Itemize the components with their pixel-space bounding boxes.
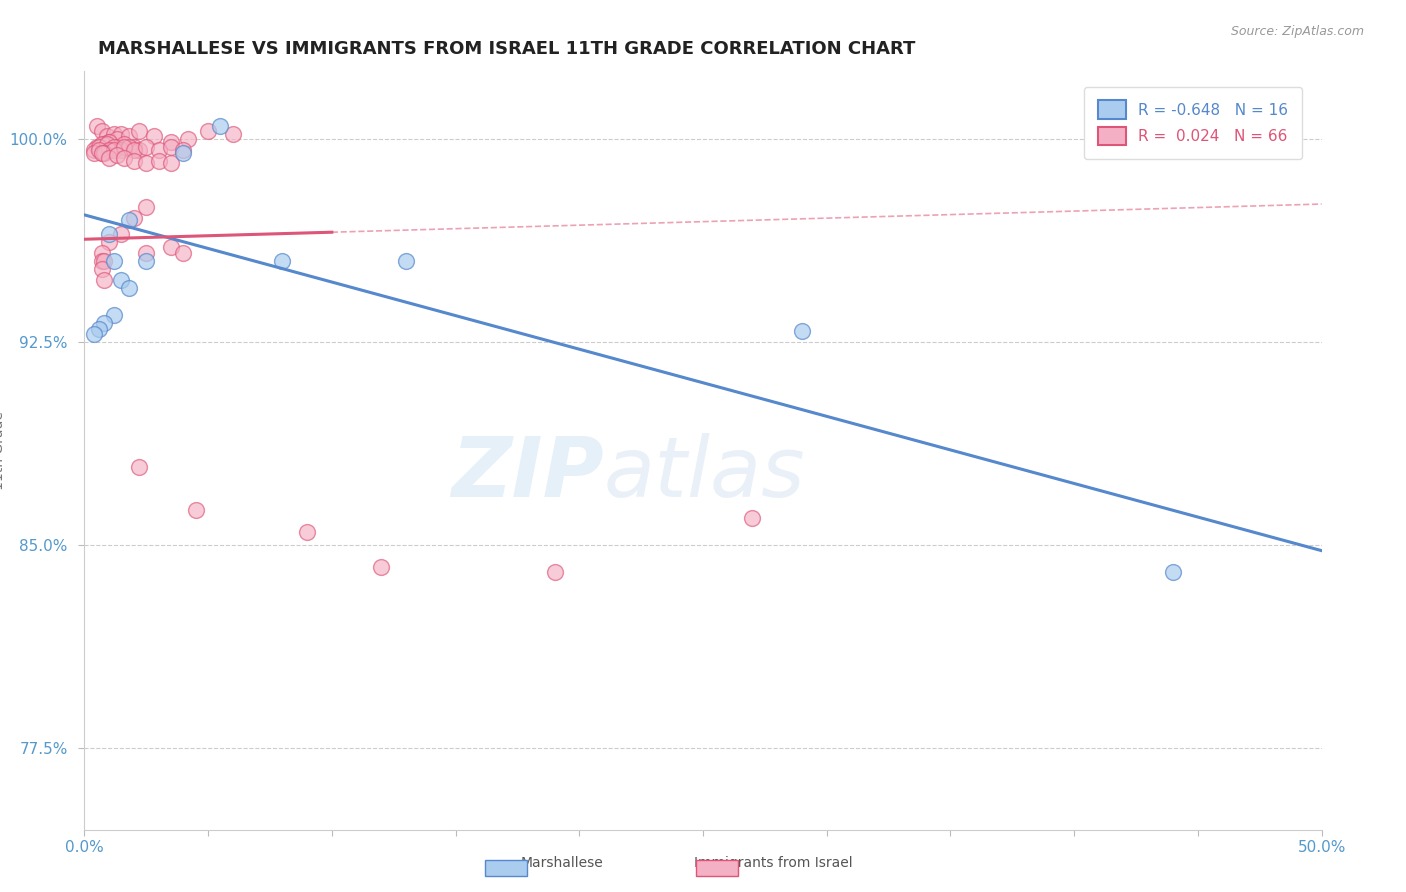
Point: [184, 503, 207, 517]
Point: [90, 253, 112, 268]
Point: [160, 240, 183, 254]
Point: [105, 132, 128, 146]
Point: [395, 253, 418, 268]
Text: atlas: atlas: [605, 433, 806, 514]
Point: [1161, 566, 1184, 580]
Point: [98, 235, 121, 249]
Point: [122, 153, 145, 168]
Point: [105, 148, 128, 162]
Point: [543, 566, 565, 580]
Point: [83, 143, 105, 157]
Point: [86, 140, 108, 154]
Point: [148, 143, 170, 157]
Point: [83, 326, 105, 341]
Point: [93, 253, 115, 268]
Point: [98, 151, 121, 165]
Point: [110, 127, 132, 141]
Text: Immigrants from Israel: Immigrants from Israel: [695, 855, 852, 870]
Point: [172, 145, 194, 160]
Point: [83, 145, 105, 160]
Point: [93, 273, 115, 287]
Point: [128, 459, 150, 474]
Point: [122, 211, 145, 225]
Point: [172, 245, 194, 260]
Point: [197, 124, 219, 138]
Point: [93, 316, 115, 330]
Point: [222, 127, 245, 141]
Point: [160, 140, 183, 154]
Point: [135, 245, 157, 260]
Point: [741, 511, 763, 525]
Point: [128, 143, 150, 157]
Point: [90, 145, 112, 160]
Point: [89, 321, 111, 335]
Point: [118, 140, 141, 154]
Point: [103, 127, 125, 141]
Point: [160, 135, 183, 149]
Point: [135, 200, 157, 214]
Point: [295, 524, 318, 539]
Point: [112, 151, 135, 165]
Point: [135, 156, 157, 170]
Legend: R = -0.648   N = 16, R =  0.024   N = 66: R = -0.648 N = 16, R = 0.024 N = 66: [1084, 87, 1302, 159]
Point: [96, 129, 118, 144]
Point: [135, 140, 157, 154]
Point: [89, 140, 111, 154]
Point: [90, 124, 112, 138]
Point: [122, 140, 145, 154]
Point: [90, 245, 112, 260]
Point: [160, 156, 183, 170]
Point: [209, 119, 232, 133]
Point: [103, 140, 125, 154]
Point: [86, 119, 108, 133]
Text: ZIP: ZIP: [451, 433, 605, 514]
Point: [103, 143, 125, 157]
Point: [148, 153, 170, 168]
Point: [93, 137, 115, 152]
Point: [271, 253, 294, 268]
Text: Source: ZipAtlas.com: Source: ZipAtlas.com: [1230, 25, 1364, 38]
Point: [790, 324, 813, 338]
Point: [370, 560, 392, 574]
Point: [177, 132, 200, 146]
Point: [96, 137, 118, 152]
Point: [172, 143, 194, 157]
Y-axis label: 11th Grade: 11th Grade: [0, 411, 6, 490]
Point: [128, 124, 150, 138]
Point: [118, 281, 141, 295]
Point: [110, 273, 132, 287]
Point: [103, 308, 125, 322]
Point: [110, 143, 132, 157]
Text: MARSHALLESE VS IMMIGRANTS FROM ISRAEL 11TH GRADE CORRELATION CHART: MARSHALLESE VS IMMIGRANTS FROM ISRAEL 11…: [98, 40, 915, 58]
Point: [118, 213, 141, 227]
Point: [89, 143, 111, 157]
Point: [122, 143, 145, 157]
Point: [90, 145, 112, 160]
Point: [93, 145, 115, 160]
Point: [98, 135, 121, 149]
Point: [118, 129, 141, 144]
Point: [135, 253, 157, 268]
Text: Marshallese: Marshallese: [522, 855, 603, 870]
Point: [98, 143, 121, 157]
Point: [112, 140, 135, 154]
Point: [110, 227, 132, 241]
Point: [112, 137, 135, 152]
Point: [98, 135, 121, 149]
Point: [142, 129, 165, 144]
Point: [103, 253, 125, 268]
Point: [98, 227, 121, 241]
Point: [90, 262, 112, 277]
Point: [90, 137, 112, 152]
Point: [105, 140, 128, 154]
